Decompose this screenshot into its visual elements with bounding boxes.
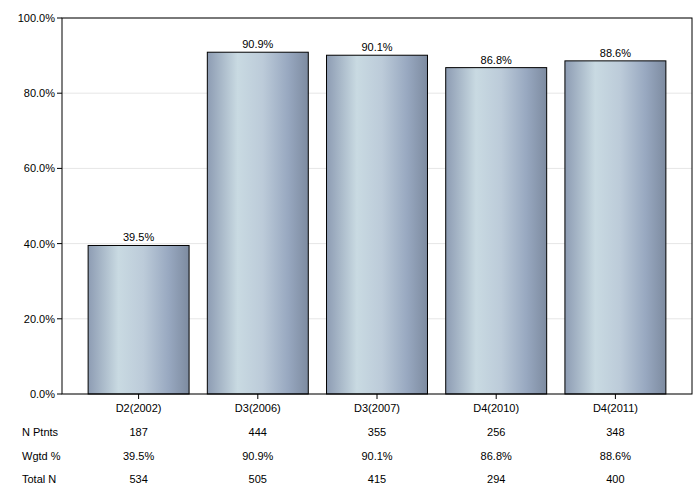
- y-tick: [57, 93, 62, 94]
- table-cell: 294: [487, 473, 505, 485]
- plot-frame: [62, 18, 692, 394]
- table-cell: 256: [487, 426, 505, 438]
- y-tick: [57, 168, 62, 169]
- y-tick: [57, 394, 62, 395]
- x-tick: [496, 394, 497, 399]
- table-row-label: Wgtd %: [22, 450, 61, 462]
- x-tick: [257, 394, 258, 399]
- x-tick-label: D4(2010): [473, 402, 519, 414]
- table-cell: 348: [606, 426, 624, 438]
- x-tick: [377, 394, 378, 399]
- y-tick-label: 80.0%: [24, 87, 55, 99]
- y-tick-label: 20.0%: [24, 313, 55, 325]
- bar: [565, 61, 666, 394]
- bar: [446, 68, 547, 394]
- x-tick-label: D2(2002): [116, 402, 162, 414]
- table-cell: 90.1%: [361, 450, 392, 462]
- table-row-label: Total N: [22, 473, 56, 485]
- y-tick-label: 40.0%: [24, 238, 55, 250]
- data-label: 90.9%: [242, 38, 273, 50]
- table-cell: 534: [129, 473, 147, 485]
- data-label: 39.5%: [123, 231, 154, 243]
- y-tick: [57, 18, 62, 19]
- table-cell: 39.5%: [123, 450, 154, 462]
- data-label: 90.1%: [361, 41, 392, 53]
- x-tick: [138, 394, 139, 399]
- y-tick-label: 0.0%: [30, 388, 55, 400]
- x-tick-label: D4(2011): [593, 402, 638, 414]
- y-tick-label: 100.0%: [18, 12, 56, 24]
- table-cell: 187: [129, 426, 147, 438]
- data-label: 88.6%: [600, 47, 631, 59]
- x-tick-label: D3(2006): [235, 402, 281, 414]
- table-cell: 86.8%: [481, 450, 512, 462]
- data-label: 86.8%: [481, 54, 512, 66]
- table-row-label: N Ptnts: [22, 426, 59, 438]
- table-cell: 444: [249, 426, 267, 438]
- bar: [327, 55, 428, 394]
- y-tick-label: 60.0%: [24, 162, 55, 174]
- x-tick: [615, 394, 616, 399]
- table-cell: 90.9%: [242, 450, 273, 462]
- table-cell: 415: [368, 473, 386, 485]
- y-tick: [57, 318, 62, 319]
- x-tick-label: D3(2007): [354, 402, 400, 414]
- bar: [207, 52, 308, 394]
- table-cell: 505: [249, 473, 267, 485]
- bar: [88, 245, 189, 394]
- y-tick: [57, 243, 62, 244]
- table-cell: 400: [606, 473, 624, 485]
- chart: 0.0% 20.0% 40.0% 60.0% 80.0% 100.0% D2(2002) D3…: [0, 0, 700, 500]
- table-cell: 88.6%: [600, 450, 631, 462]
- table-cell: 355: [368, 426, 386, 438]
